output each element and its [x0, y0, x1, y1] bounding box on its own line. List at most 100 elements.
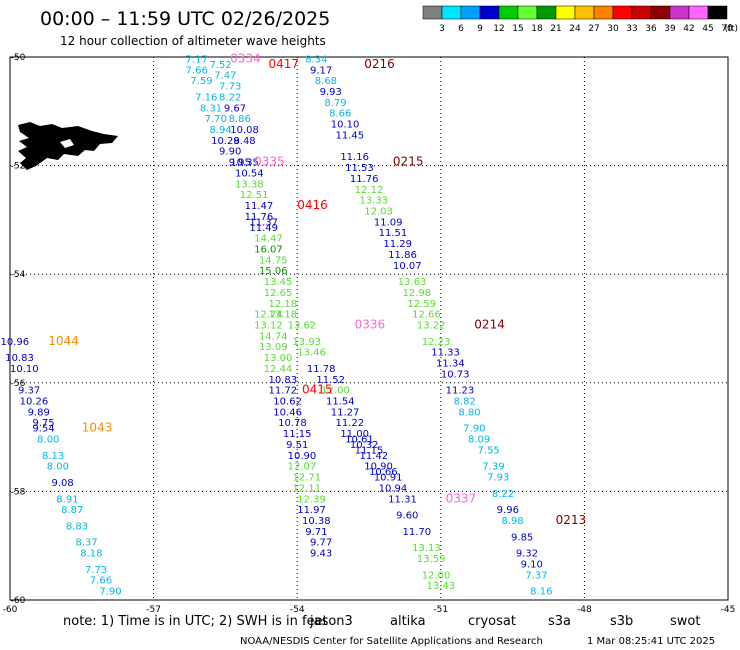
wave-height-label: 13.63 [398, 277, 427, 288]
wave-height-label: 13.43 [426, 581, 455, 592]
pass-time-label: 0415 [302, 383, 333, 397]
chart-title: 00:00 – 11:59 UTC 02/26/2025 [40, 8, 330, 30]
wave-height-label: 7.73 [85, 565, 107, 576]
wave-height-label: 7.16 [195, 92, 217, 103]
wave-height-label: 11.97 [297, 505, 326, 516]
wave-height-label: 8.34 [305, 54, 327, 65]
wave-height-label: 7.39 [482, 462, 504, 473]
wave-height-label: 9.37 [18, 386, 40, 397]
wave-height-label: 11.31 [388, 494, 417, 505]
wave-height-label: 16.07 [254, 244, 283, 255]
wave-height-label: 11.53 [345, 163, 374, 174]
pass-time-label: 0214 [474, 318, 505, 332]
colorbar-label: 12 [493, 24, 504, 34]
colorbar-swatch [460, 5, 481, 20]
wave-height-label: 9.60 [396, 511, 418, 522]
wave-height-label: 9.89 [28, 407, 50, 418]
colorbar-label: 45 [702, 24, 713, 34]
chart-subtitle: 12 hour collection of altimeter wave hei… [60, 34, 326, 48]
wave-height-label: 13.18 [269, 310, 298, 321]
pass-time-label: 0337 [446, 491, 477, 505]
wave-height-label: 8.13 [42, 451, 64, 462]
wave-height-label: 11.16 [340, 152, 369, 163]
satellite-legend-item: cryosat [468, 614, 516, 629]
colorbar-unit: (ft) [724, 24, 738, 34]
wave-height-label: 7.66 [90, 576, 112, 587]
colorbar-legend: 3 6 9 12 15 18 21 24 27 30 33 36 39 42 45 70(ft) [422, 5, 738, 34]
wave-height-label: 8.80 [458, 407, 480, 418]
wave-height-label: 9.08 [52, 478, 74, 489]
wave-height-label: 9.95 [229, 158, 251, 169]
wave-height-label: 11.37 [249, 217, 278, 228]
wave-height-label: 7.59 [190, 76, 212, 87]
wave-height-label: 13.45 [264, 277, 293, 288]
wave-height-label: 10.91 [374, 473, 403, 484]
wave-height-label: 10.26 [20, 397, 49, 408]
landmass-inlet [60, 139, 74, 148]
pass-time-label: 1044 [48, 334, 79, 348]
wave-height-label: 14.47 [254, 234, 283, 245]
wave-height-label: 11.15 [283, 429, 312, 440]
wave-height-label: 11.29 [383, 239, 412, 250]
colorbar-swatch [669, 5, 690, 20]
wave-height-label: 11.47 [245, 201, 274, 212]
wave-height-label: 10.90 [364, 462, 393, 473]
wave-height-label: 12.66 [412, 310, 441, 321]
colorbar-label: 21 [550, 24, 561, 34]
wave-height-label: 8.22 [219, 92, 241, 103]
wave-height-points: 7.177.667.597.168.317.708.9410.289.907.5… [0, 54, 552, 597]
y-tick-label: -60 [11, 596, 26, 606]
wave-height-label: 9.90 [219, 147, 241, 158]
wave-height-label: 10.94 [379, 483, 408, 494]
wave-height-label: 12.00 [321, 386, 350, 397]
satellite-legend: jason3 altika cryosat s3a s3b swot [309, 614, 700, 629]
wave-height-label: 10.66 [369, 467, 398, 478]
wave-height-label: 10.78 [278, 418, 307, 429]
wave-height-label: 9.67 [224, 103, 246, 114]
colorbar-swatch [688, 5, 709, 20]
wave-height-label: 11.34 [436, 359, 465, 370]
wave-height-label: 8.79 [324, 98, 346, 109]
colorbar-label: 3 [439, 24, 445, 34]
wave-height-label: 8.18 [80, 549, 102, 560]
x-tick-label: -57 [146, 605, 161, 615]
wave-height-label: 10.83 [5, 353, 34, 364]
y-tick-label: -54 [11, 270, 26, 280]
wave-height-label: 13.33 [359, 196, 388, 207]
wave-height-label: 12.12 [355, 185, 384, 196]
wave-height-label: 7.17 [186, 54, 208, 65]
x-tick-label: -45 [721, 605, 736, 615]
y-tick-label: -56 [11, 379, 26, 389]
wave-height-label: 8.94 [209, 125, 231, 136]
wave-height-label: 13.09 [259, 342, 288, 353]
wave-height-label: 11.22 [336, 418, 365, 429]
wave-height-label: 9.54 [32, 424, 54, 435]
pass-time-label: 0416 [297, 198, 328, 212]
wave-height-label: 10.28 [211, 136, 240, 147]
wave-height-label: 10.61 [345, 435, 374, 446]
wave-height-label: 10.73 [441, 369, 470, 380]
y-tick-label: -50 [11, 53, 26, 63]
colorbar-label: 27 [588, 24, 599, 34]
wave-height-label: 8.83 [66, 521, 88, 532]
wave-height-label: 10.10 [331, 120, 360, 131]
colorbar-swatch [479, 5, 500, 20]
wave-height-label: 11.51 [379, 228, 408, 239]
wave-height-label: 9.48 [233, 136, 255, 147]
wave-height-label: 7.70 [205, 114, 227, 125]
wave-height-label: 8.09 [468, 435, 490, 446]
wave-height-label: 8.87 [61, 505, 83, 516]
wave-height-label: 11.52 [316, 375, 345, 386]
wave-height-label: 9.32 [516, 549, 538, 560]
wave-height-label: 8.68 [315, 76, 337, 87]
wave-height-label: 11.49 [249, 223, 278, 234]
wave-height-label: 7.90 [463, 424, 485, 435]
pass-time-label: 0216 [364, 57, 395, 71]
wave-height-label: 11.54 [326, 397, 355, 408]
wave-height-label: 12.65 [264, 288, 293, 299]
satellite-legend-item: jason3 [309, 614, 353, 629]
wave-height-label: 13.38 [235, 179, 264, 190]
satellite-legend-item: s3a [548, 614, 571, 629]
colorbar-label: 9 [477, 24, 483, 34]
